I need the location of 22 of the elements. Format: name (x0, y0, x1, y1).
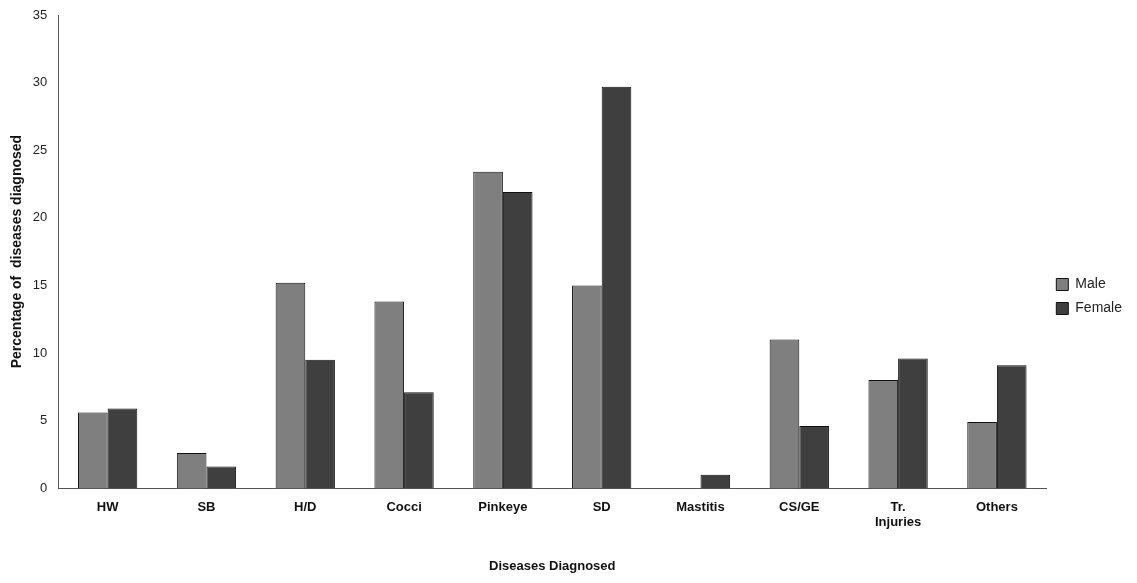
y-tick-label: 5 (40, 412, 48, 428)
x-tick-label: Mastitis (676, 498, 725, 514)
x-tick-label: Tr. Injuries (874, 498, 922, 530)
y-tick-label: 0 (40, 479, 48, 495)
y-tick-label: 15 (32, 276, 48, 292)
legend-label: Female (1075, 299, 1123, 316)
x-tick-label: HW (96, 498, 120, 514)
x-tick-label: SB (197, 498, 216, 514)
x-tick-label: Pinkeye (478, 498, 528, 514)
x-axis-title: Diseases Diagnosed (489, 557, 616, 573)
y-tick-label: 20 (32, 209, 48, 225)
y-axis-title: Percentage of diseases diagnosed (8, 134, 25, 369)
x-tick-label: SD (592, 498, 611, 514)
legend-label: Male (1075, 275, 1106, 292)
x-tick-label: Others (975, 498, 1018, 514)
x-tick-label: CS/GE (779, 498, 820, 514)
y-tick-label: 25 (32, 141, 48, 157)
y-tick-label: 10 (32, 344, 48, 360)
x-tick-label: Cocci (386, 498, 422, 514)
y-tick-label: 30 (32, 74, 48, 90)
x-tick-label: H/D (294, 498, 317, 514)
y-tick-label: 35 (32, 6, 48, 22)
